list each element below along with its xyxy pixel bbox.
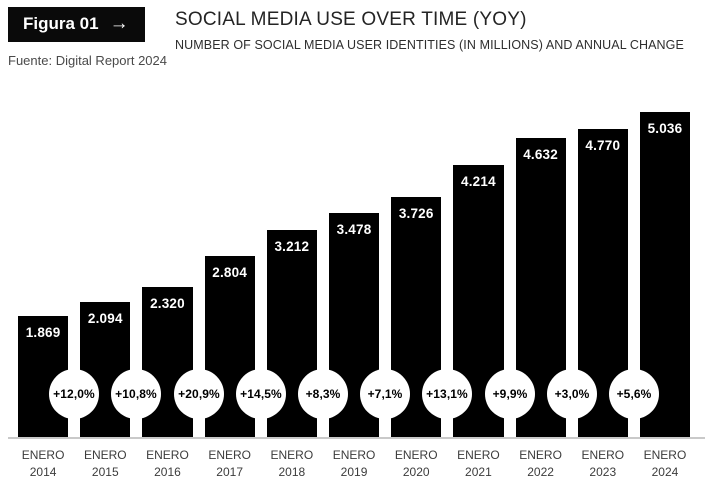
x-axis-label-month: ENERO xyxy=(581,448,625,462)
x-axis-label: ENERO 2021 xyxy=(453,447,503,482)
bar-value-label: 3.726 xyxy=(398,206,434,221)
x-axis-label-year: 2018 xyxy=(278,465,306,480)
x-axis-label-month: ENERO xyxy=(83,448,127,462)
figure-source: Fuente: Digital Report 2024 xyxy=(8,53,167,68)
x-axis-label-month: ENERO xyxy=(394,448,438,462)
bar-column: 2.094 xyxy=(80,97,131,437)
chart-title: SOCIAL MEDIA USE OVER TIME (YOY) xyxy=(175,9,527,30)
yoy-change-badge: +10,8% xyxy=(111,369,161,419)
figure-titles: SOCIAL MEDIA USE OVER TIME (YOY) NUMBER … xyxy=(175,9,707,52)
x-axis-label: ENERO 2019 xyxy=(329,447,379,482)
bar-value-label: 5.036 xyxy=(647,121,683,136)
bar-chart: 1.869 2.094 2.320 2.804 3.212 3.478 3.726 4.214… xyxy=(8,97,705,482)
x-axis-label-year: 2023 xyxy=(589,465,617,480)
bar-value-label: 2.094 xyxy=(87,311,123,326)
x-axis-label-month: ENERO xyxy=(519,448,562,462)
x-axis-label: ENERO 2017 xyxy=(205,447,255,482)
x-axis-label-month: ENERO xyxy=(270,448,314,462)
bar-value-label: 1.869 xyxy=(25,325,61,340)
x-axis-label-year: 2021 xyxy=(465,465,492,480)
x-axis-label-year: 2017 xyxy=(216,465,243,480)
yoy-change-badge: +7,1% xyxy=(360,369,410,419)
x-axis-label-year: 2016 xyxy=(154,465,181,480)
x-axis-label: ENERO 2015 xyxy=(80,447,130,482)
x-axis-label-year: 2022 xyxy=(527,465,554,480)
x-axis-label-month: ENERO xyxy=(21,448,65,462)
yoy-change-badge: +20,9% xyxy=(174,369,224,419)
x-axis-label: ENERO 2016 xyxy=(142,447,192,482)
yoy-change-badge: +14,5% xyxy=(236,369,286,419)
yoy-change-badge: +8,3% xyxy=(298,369,348,419)
yoy-change-badge: +5,6% xyxy=(609,369,659,419)
x-axis-labels: ENERO 2014 ENERO 2015 ENERO 2016 ENERO 2017 ENER… xyxy=(18,447,690,482)
x-axis-label-year: 2024 xyxy=(651,465,679,480)
bar: 2.094 xyxy=(80,302,131,437)
yoy-change-badge: +13,1% xyxy=(422,369,472,419)
x-axis-label-year: 2019 xyxy=(340,465,368,480)
x-axis-label: ENERO 2023 xyxy=(578,447,628,482)
x-axis-label: ENERO 2022 xyxy=(516,447,566,482)
x-axis-label: ENERO 2024 xyxy=(640,447,690,482)
bar-value-label: 2.804 xyxy=(212,265,248,280)
bar-value-label: 3.212 xyxy=(274,239,310,254)
x-axis-label-year: 2020 xyxy=(402,465,430,480)
bar-value-label: 4.214 xyxy=(461,174,496,189)
x-axis-label: ENERO 2020 xyxy=(391,447,441,482)
figura-badge-label: Figura 01 xyxy=(23,14,99,33)
figura-badge: Figura 01 → xyxy=(8,7,145,42)
x-axis-label-month: ENERO xyxy=(457,448,500,462)
bar-value-label: 3.478 xyxy=(336,222,372,237)
bar-value-label: 4.770 xyxy=(585,138,621,153)
x-axis-label-month: ENERO xyxy=(146,448,189,462)
x-axis-label-year: 2015 xyxy=(91,465,119,480)
x-axis-label: ENERO 2014 xyxy=(18,447,68,482)
x-axis-label-month: ENERO xyxy=(643,448,687,462)
arrow-right-icon: → xyxy=(109,12,129,34)
x-axis-label: ENERO 2018 xyxy=(267,447,317,482)
yoy-change-badge: +12,0% xyxy=(49,369,99,419)
bar-value-label: 2.320 xyxy=(150,296,185,311)
x-axis-label-year: 2014 xyxy=(29,465,57,480)
bar-value-label: 4.632 xyxy=(523,147,558,162)
x-axis-label-month: ENERO xyxy=(332,448,376,462)
yoy-change-badge: +3,0% xyxy=(547,369,597,419)
yoy-change-badge: +9,9% xyxy=(485,369,535,419)
chart-subtitle: NUMBER OF SOCIAL MEDIA USER IDENTITIES (… xyxy=(175,38,684,52)
x-axis-line xyxy=(8,437,705,439)
x-axis-label-month: ENERO xyxy=(208,448,251,462)
